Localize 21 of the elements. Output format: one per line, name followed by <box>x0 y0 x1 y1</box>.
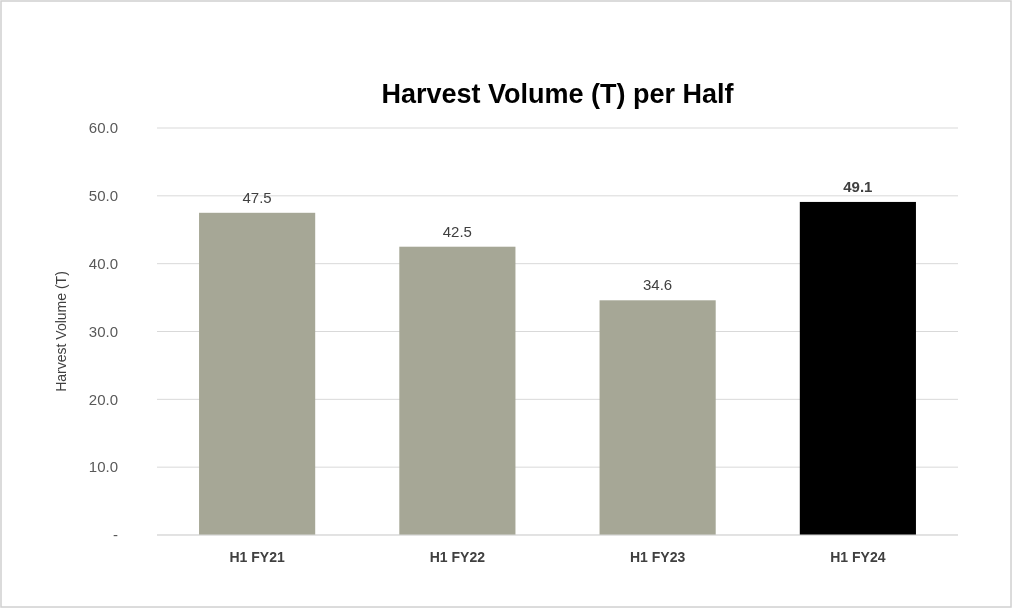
chart-title: Harvest Volume (T) per Half <box>381 79 735 109</box>
bar <box>799 201 916 535</box>
data-label: 34.6 <box>643 276 673 294</box>
y-tick-label: - <box>113 526 118 544</box>
x-tick-label: H1 FY23 <box>630 549 686 565</box>
y-tick-label: 20.0 <box>88 390 118 408</box>
data-label: 49.1 <box>843 177 873 195</box>
y-tick-label: 30.0 <box>88 322 118 340</box>
bar <box>399 246 516 535</box>
bar <box>199 212 316 535</box>
y-tick-label: 10.0 <box>88 458 118 476</box>
y-tick-label: 40.0 <box>88 254 118 272</box>
x-tick-label: H1 FY22 <box>429 549 486 565</box>
data-label: 42.5 <box>442 222 472 240</box>
x-tick-label: H1 FY24 <box>830 549 886 565</box>
y-tick-label: 60.0 <box>88 119 118 137</box>
data-label: 47.5 <box>242 188 272 206</box>
y-tick-label: 50.0 <box>88 187 118 205</box>
x-tick-label: H1 FY21 <box>229 549 285 565</box>
y-axis-title: Harvest Volume (T) <box>53 271 69 392</box>
bar <box>599 300 716 535</box>
